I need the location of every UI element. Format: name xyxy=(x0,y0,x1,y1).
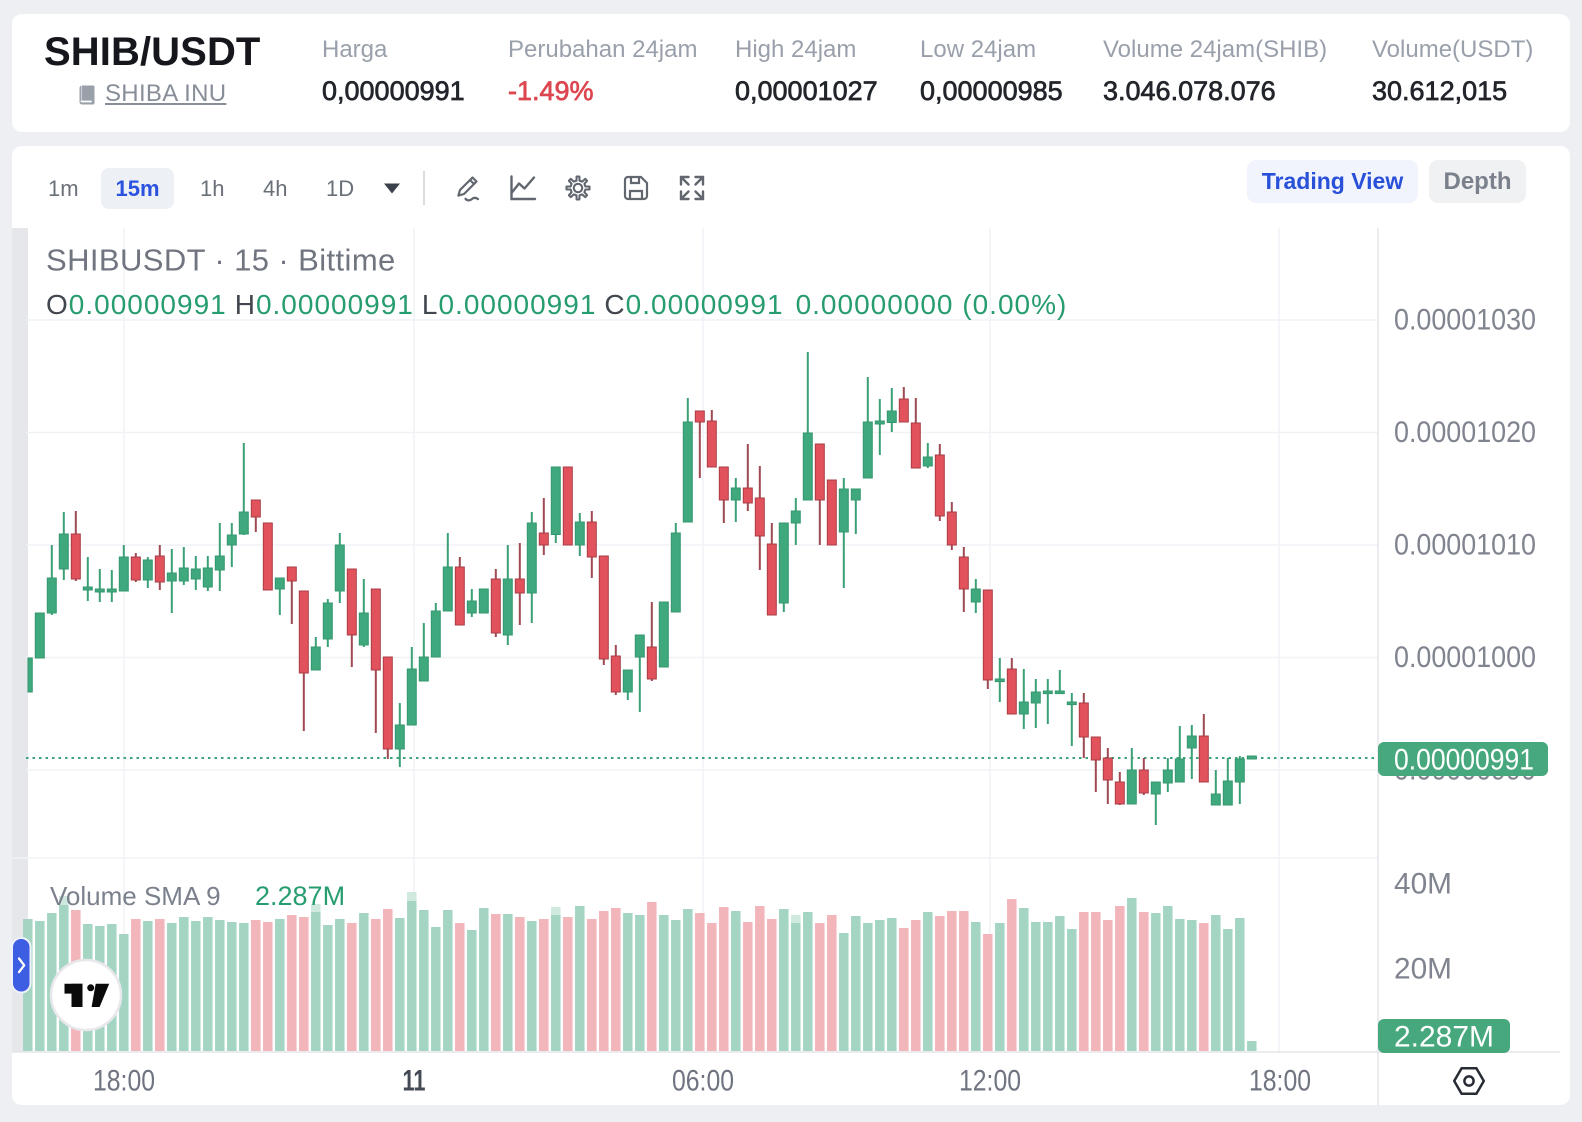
svg-text:0.00001010: 0.00001010 xyxy=(1394,529,1536,562)
svg-text:12:00: 12:00 xyxy=(959,1065,1021,1098)
svg-text:11: 11 xyxy=(403,1065,426,1098)
svg-text:SHIBUSDT · 15 · Bittime: SHIBUSDT · 15 · Bittime xyxy=(46,243,396,278)
svg-text:2.287M: 2.287M xyxy=(1394,1021,1494,1054)
svg-text:18:00: 18:00 xyxy=(1249,1065,1311,1098)
svg-text:0.00001000: 0.00001000 xyxy=(1394,641,1536,674)
svg-text:20M: 20M xyxy=(1394,953,1452,986)
svg-text:06:00: 06:00 xyxy=(672,1065,734,1098)
svg-text:18:00: 18:00 xyxy=(93,1065,155,1098)
svg-text:0.00001030: 0.00001030 xyxy=(1394,304,1536,337)
svg-text:0.00001020: 0.00001020 xyxy=(1394,416,1536,449)
svg-text:0.00000991: 0.00000991 xyxy=(1394,744,1534,777)
svg-text:2.287M: 2.287M xyxy=(255,881,345,911)
svg-text:40M: 40M xyxy=(1394,868,1452,901)
svg-text:Volume SMA 9: Volume SMA 9 xyxy=(50,881,221,911)
